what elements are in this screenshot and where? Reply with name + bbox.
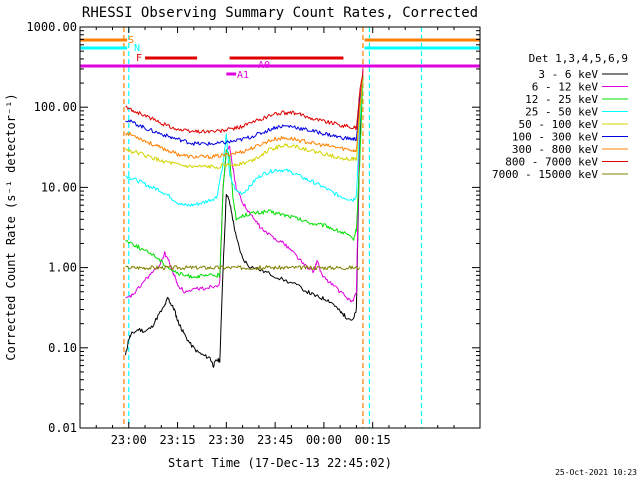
footer-timestamp: 25-Oct-2021 10:23 [555, 468, 637, 477]
y-axis-label: Corrected Count Rate (s⁻¹ detector⁻¹) [4, 93, 18, 360]
legend-label-7: 800 - 7000 keV [505, 156, 598, 169]
x-axis-label: Start Time (17-Dec-13 22:45:02) [168, 456, 392, 470]
x-tick-label-3: 23:45 [257, 433, 293, 447]
legend-label-1: 6 - 12 keV [532, 81, 599, 94]
legend-label-3: 25 - 50 keV [525, 106, 598, 119]
series-line-6 [125, 75, 364, 160]
status-label-s: S [128, 35, 134, 46]
legend-header: Det 1,3,4,5,6,9 [529, 52, 628, 65]
plot-frame [79, 26, 481, 429]
status-label-n: N [134, 43, 140, 54]
x-tick-label-1: 23:15 [159, 433, 195, 447]
series-line-7 [125, 71, 364, 134]
status-label-a0: A0 [258, 60, 270, 71]
legend-label-0: 3 - 6 keV [538, 68, 598, 81]
chart-title: RHESSI Observing Summary Count Rates, Co… [82, 5, 478, 21]
status-label-f: F [136, 53, 142, 64]
x-tick-label-4: 00:00 [306, 433, 342, 447]
legend-label-6: 300 - 800 keV [512, 143, 598, 156]
x-tick-label-2: 23:30 [208, 433, 244, 447]
series-line-4 [125, 75, 364, 170]
x-tick-label-5: 00:15 [355, 433, 391, 447]
y-tick-label-2: 10.00 [41, 180, 77, 194]
legend-label-5: 100 - 300 keV [512, 131, 598, 144]
y-tick-label-1: 100.00 [34, 100, 77, 114]
y-tick-label-3: 1.00 [48, 261, 77, 275]
series-line-1 [125, 68, 364, 303]
y-tick-label-5: 0.01 [48, 421, 77, 435]
legend-label-2: 12 - 25 keV [525, 93, 598, 106]
status-label-a1: A1 [237, 70, 249, 81]
legend-label-8: 7000 - 15000 keV [492, 168, 598, 181]
y-tick-label-0: 1000.00 [26, 20, 77, 34]
legend-label-4: 50 - 100 keV [519, 118, 599, 131]
series-line-8 [125, 265, 361, 271]
series-line-2 [125, 75, 364, 279]
y-tick-label-4: 0.10 [48, 341, 77, 355]
x-tick-label-0: 23:00 [111, 433, 147, 447]
series-line-5 [125, 75, 364, 146]
series-line-3 [125, 75, 364, 207]
series-line-0 [125, 75, 364, 368]
